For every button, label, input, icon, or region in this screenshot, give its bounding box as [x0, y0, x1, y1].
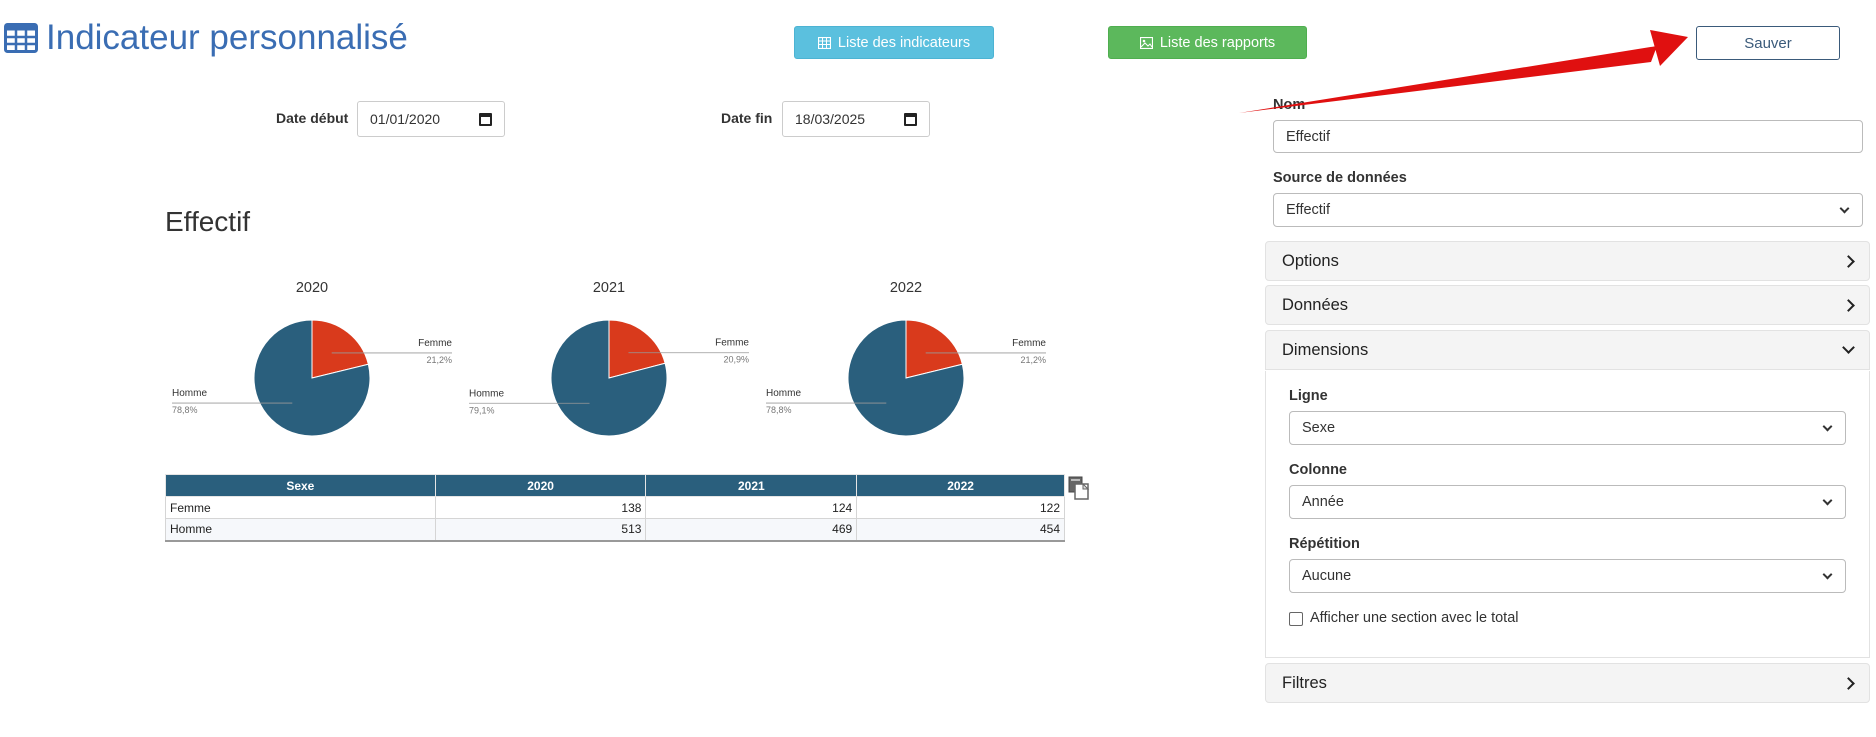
table-cell: 454 — [856, 518, 1065, 541]
pie-slice-femme[interactable] — [905, 319, 963, 379]
chevron-down-icon — [1822, 569, 1833, 579]
pie-label: Femme — [1012, 338, 1046, 349]
calendar-icon[interactable] — [904, 112, 917, 126]
date-end-label: Date fin — [721, 110, 773, 126]
pie-percent: 79,1% — [469, 405, 495, 415]
save-label: Sauver — [1744, 34, 1792, 52]
pie-percent: 78,8% — [172, 405, 198, 415]
date-start-value: 01/01/2020 — [370, 111, 441, 127]
column-dimension-value: Année — [1302, 494, 1344, 510]
list-reports-button[interactable]: Liste des rapports — [1108, 26, 1307, 59]
pie-label: Homme — [766, 388, 801, 399]
accordion-options[interactable]: Options — [1265, 241, 1870, 281]
accordion-donnees[interactable]: Données — [1265, 285, 1870, 325]
chevron-down-icon — [1839, 203, 1850, 213]
table-cell: 124 — [645, 496, 858, 519]
pie-slice-homme[interactable] — [550, 319, 668, 437]
accordion-filtres[interactable]: Filtres — [1265, 663, 1870, 703]
date-start-input[interactable]: 01/01/2020 — [357, 101, 505, 137]
pie-slice-homme[interactable] — [253, 319, 371, 437]
date-start-label: Date début — [276, 110, 349, 126]
save-button[interactable]: Sauver — [1696, 26, 1840, 60]
chevron-down-icon — [1822, 495, 1833, 505]
pie-label: Homme — [469, 388, 504, 399]
pie-slice-femme[interactable] — [608, 319, 666, 379]
column-header[interactable]: Sexe — [165, 474, 436, 497]
table-cell: 122 — [856, 496, 1065, 519]
data-table: Sexe 2020 2021 2022 Femme 138 124 122 Ho… — [165, 474, 1065, 542]
pie-charts: 2020 Femme 21,2% Homme 78,8% 2021 Femme 20,9% Ho… — [172, 280, 1046, 437]
copy-icon[interactable] — [1068, 476, 1090, 500]
pie-percent: 78,8% — [766, 405, 792, 415]
table-cell: 513 — [434, 518, 647, 541]
table-header-row: Sexe 2020 2021 2022 — [165, 474, 1065, 497]
table-cell: 138 — [434, 496, 647, 519]
table-row: Homme 513 469 454 — [165, 518, 1065, 541]
column-header[interactable]: 2021 — [645, 474, 858, 497]
chevron-down-icon — [1822, 421, 1833, 431]
table-row: Femme 138 124 122 — [165, 496, 1065, 519]
pie-slice-homme[interactable] — [847, 319, 965, 437]
pie-slice-femme[interactable] — [311, 319, 369, 379]
pie-label: Femme — [715, 338, 749, 349]
list-indicators-button[interactable]: Liste des indicateurs — [794, 26, 994, 59]
pie-label: Femme — [418, 338, 452, 349]
accordion-dimensions[interactable]: Dimensions — [1265, 330, 1870, 370]
table-cell: 469 — [645, 518, 858, 541]
pie-title: 2022 — [890, 280, 922, 296]
data-source-label: Source de données — [1273, 170, 1407, 186]
accordion-filtres-label: Filtres — [1282, 673, 1327, 692]
image-icon — [1139, 36, 1153, 49]
column-dimension-label: Colonne — [1289, 462, 1347, 478]
name-value: Effectif — [1286, 128, 1331, 145]
name-input[interactable]: Effectif — [1273, 120, 1863, 153]
repetition-select[interactable]: Aucune — [1289, 559, 1846, 593]
section-title: Effectif — [165, 206, 251, 237]
accordion-donnees-label: Données — [1282, 295, 1349, 314]
accordion-options-label: Options — [1282, 251, 1339, 270]
chevron-right-icon — [1842, 676, 1855, 690]
date-end-value: 18/03/2025 — [795, 111, 866, 127]
pie-percent: 20,9% — [723, 355, 749, 365]
list-indicators-label: Liste des indicateurs — [837, 34, 971, 51]
page-title: Indicateur personnalisé — [4, 18, 408, 58]
column-header[interactable]: 2022 — [856, 474, 1065, 497]
chevron-right-icon — [1842, 298, 1855, 312]
table-cell: Homme — [165, 518, 436, 541]
data-source-value: Effectif — [1286, 202, 1331, 218]
page-title-text: Indicateur personnalisé — [46, 18, 408, 57]
repetition-label: Répétition — [1289, 536, 1360, 552]
list-reports-label: Liste des rapports — [1159, 34, 1276, 51]
table-icon — [817, 36, 831, 49]
name-label: Nom — [1273, 97, 1306, 113]
repetition-value: Aucune — [1302, 568, 1352, 584]
data-source-select[interactable]: Effectif — [1273, 193, 1863, 227]
total-section-checkbox[interactable] — [1289, 612, 1303, 626]
row-dimension-value: Sexe — [1302, 420, 1336, 436]
pie-percent: 21,2% — [1020, 355, 1046, 365]
row-dimension-select[interactable]: Sexe — [1289, 411, 1846, 445]
calendar-icon[interactable] — [479, 112, 492, 126]
column-header[interactable]: 2020 — [434, 474, 647, 497]
pie-title: 2020 — [296, 280, 328, 296]
column-dimension-select[interactable]: Année — [1289, 485, 1846, 519]
chevron-right-icon — [1842, 254, 1855, 268]
pie-title: 2021 — [593, 280, 625, 296]
chevron-down-icon — [1842, 341, 1855, 354]
pie-label: Homme — [172, 388, 207, 399]
accordion-dimensions-label: Dimensions — [1282, 340, 1369, 359]
table-icon — [4, 23, 38, 53]
pie-percent: 21,2% — [426, 355, 452, 365]
row-dimension-label: Ligne — [1289, 388, 1328, 404]
table-cell: Femme — [165, 496, 436, 519]
total-section-label: Afficher une section avec le total — [1310, 610, 1519, 626]
date-end-input[interactable]: 18/03/2025 — [782, 101, 930, 137]
